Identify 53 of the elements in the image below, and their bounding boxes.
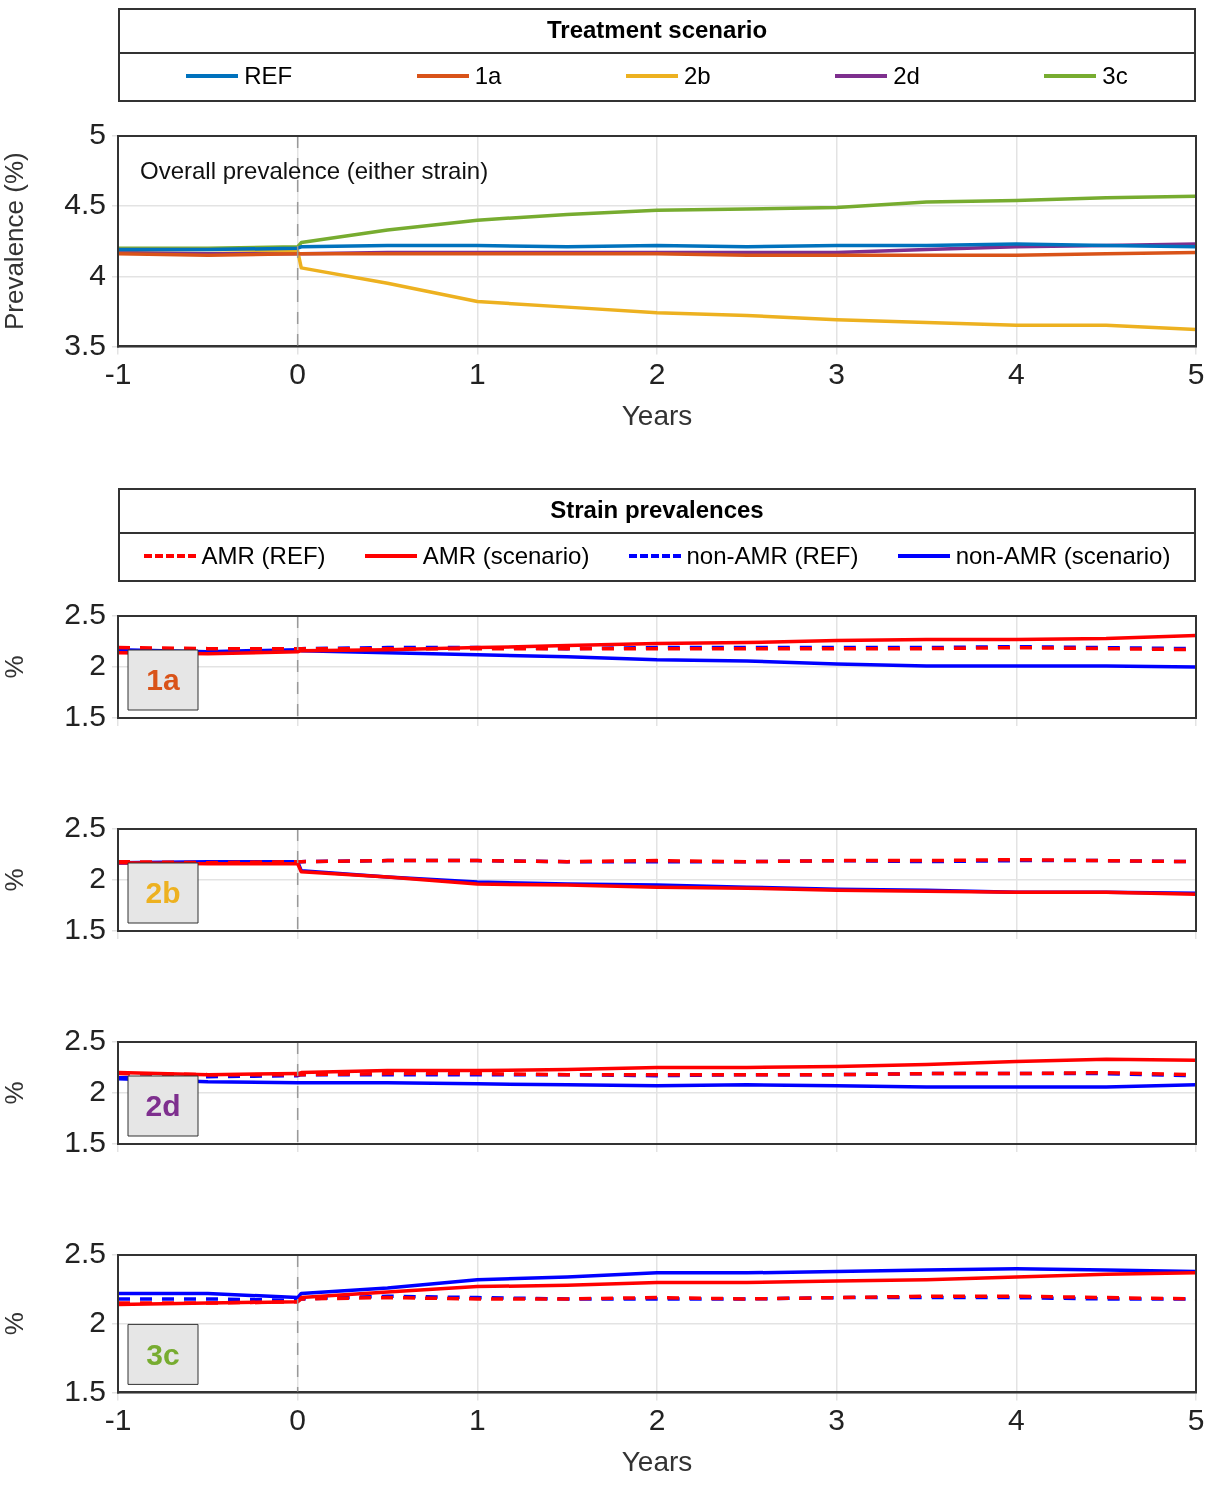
y-axis-title: % — [0, 868, 29, 892]
annotation: 1a — [146, 663, 180, 697]
legend-label: REF — [244, 62, 293, 90]
x-tick-label: 2 — [648, 356, 666, 390]
y-tick-label: 2 — [89, 1304, 106, 1338]
y-tick-label: 3.5 — [64, 327, 106, 361]
legend-title: Strain prevalences — [120, 490, 1194, 534]
y-tick-label: 2.5 — [64, 597, 106, 631]
x-axis-title: Years — [621, 399, 693, 431]
x-tick-label: 4 — [1007, 1402, 1025, 1436]
y-tick-label: 2.5 — [64, 1236, 106, 1270]
legend-label: AMR (scenario) — [422, 542, 590, 570]
y-axis-title: % — [0, 1312, 29, 1336]
x-tick-label: 1 — [468, 1402, 486, 1436]
y-axis-title: Prevalence (%) — [0, 152, 29, 331]
x-tick-label: 0 — [289, 356, 307, 390]
annotation: 3c — [146, 1337, 180, 1371]
x-tick-label: 0 — [289, 1402, 307, 1436]
x-tick-label: -1 — [104, 356, 132, 390]
legend-label: 2b — [683, 62, 711, 90]
y-axis-title: % — [0, 1081, 29, 1105]
y-tick-label: 1.5 — [64, 699, 106, 733]
y-tick-label: 2 — [89, 861, 106, 895]
x-tick-label: -1 — [104, 1402, 132, 1436]
y-tick-label: 2.5 — [64, 810, 106, 844]
x-tick-label: 3 — [828, 1402, 846, 1436]
legend-label: 1a — [474, 62, 502, 90]
annotation: 2b — [145, 876, 181, 910]
x-tick-label: 1 — [468, 356, 486, 390]
x-tick-label: 3 — [828, 356, 846, 390]
y-tick-label: 4.5 — [64, 187, 106, 221]
y-tick-label: 2 — [89, 648, 106, 682]
y-tick-label: 1.5 — [64, 1373, 106, 1407]
legend-title: Treatment scenario — [120, 10, 1194, 54]
legend-label: non-AMR (scenario) — [955, 542, 1171, 570]
y-tick-label: 1.5 — [64, 1125, 106, 1159]
x-tick-label: 4 — [1007, 356, 1025, 390]
legend-label: AMR (REF) — [201, 542, 326, 570]
annotation: Overall prevalence (either strain) — [140, 156, 489, 184]
y-tick-label: 2 — [89, 1074, 106, 1108]
x-tick-label: 5 — [1187, 356, 1205, 390]
y-tick-label: 2.5 — [64, 1023, 106, 1057]
y-axis-title: % — [0, 655, 29, 679]
y-tick-label: 1.5 — [64, 912, 106, 946]
annotation: 2d — [145, 1089, 181, 1123]
x-tick-label: 2 — [648, 1402, 666, 1436]
y-tick-label: 4 — [89, 257, 106, 291]
x-axis-title: Years — [621, 1445, 693, 1477]
y-tick-label: 5 — [89, 117, 106, 151]
legend-label: non-AMR (REF) — [686, 542, 859, 570]
legend-label: 3c — [1102, 62, 1128, 90]
x-tick-label: 5 — [1187, 1402, 1205, 1436]
legend-label: 2d — [893, 62, 920, 90]
